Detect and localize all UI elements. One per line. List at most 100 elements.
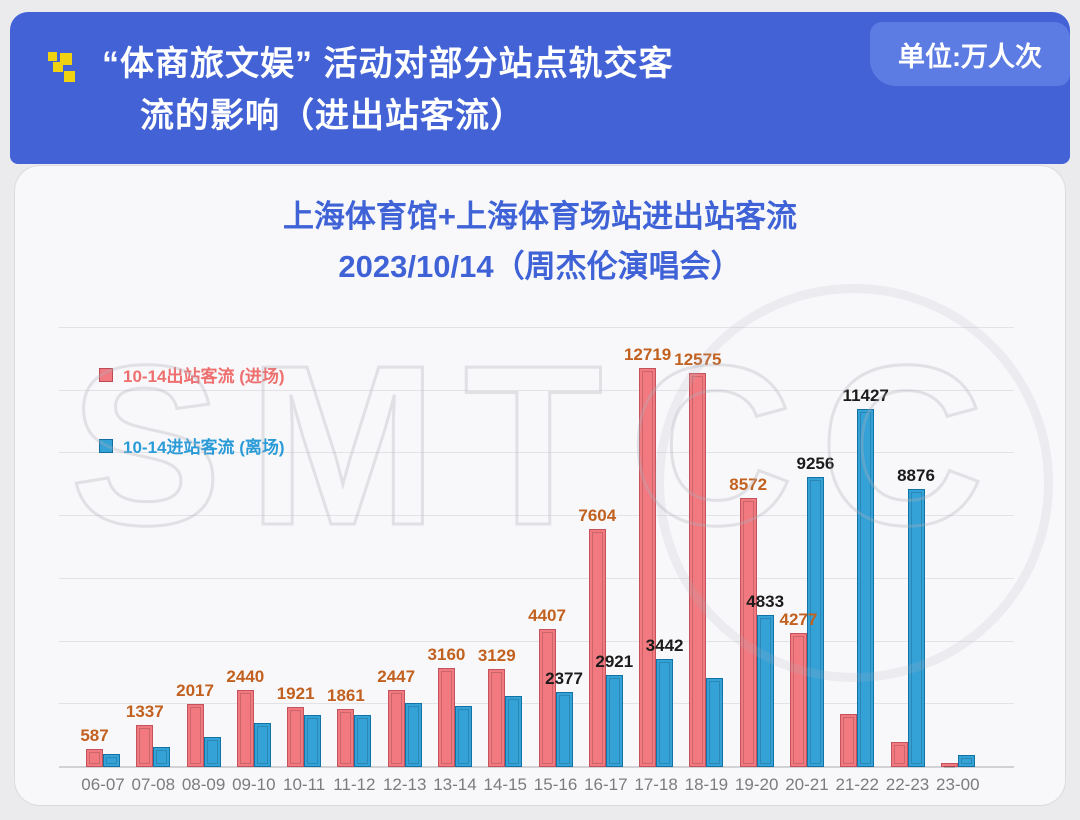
bar-value-label: 1337	[125, 702, 164, 721]
bar-value-label: 3442	[645, 636, 684, 655]
chart-title-line2: 2023/10/14（周杰伦演唱会）	[338, 249, 742, 284]
x-axis-label-19-20: 19-20	[734, 775, 779, 794]
exit-flow-bar-06-07: 587	[80, 726, 109, 767]
bar-value-label: 2017	[176, 681, 214, 700]
x-axis-line	[59, 766, 1014, 768]
bar-group-17-18: 12719 3442 17-18	[624, 328, 684, 794]
x-axis-label-12-13: 12-13	[382, 775, 427, 794]
bar-group-18-19: 12575 18-19	[674, 328, 731, 794]
x-axis-label-09-10: 09-10	[232, 775, 276, 794]
enter-flow-bar-12-13	[404, 703, 422, 767]
legend: 10-14出站客流 (进场) 10-14进站客流 (离场)	[99, 362, 285, 504]
x-axis-label-10-11: 10-11	[283, 775, 326, 794]
enter-flow-bar-08-09	[203, 737, 221, 767]
legend-item-enter-flow: 10-14进站客流 (离场)	[99, 433, 285, 458]
enter-flow-bar-10-11	[304, 715, 322, 767]
legend-label-enter: 10-14进站客流 (离场)	[123, 438, 285, 457]
x-axis-label-08-09: 08-09	[181, 775, 226, 794]
enter-flow-bar-11-12	[354, 715, 372, 767]
exit-flow-bar-19-20: 8572	[729, 475, 767, 767]
bar-group-10-11: 1921 10-11	[277, 328, 329, 794]
bar-value-label: 4277	[779, 610, 818, 629]
bar-value-label: 1921	[276, 684, 315, 703]
enter-flow-bar-19-20: 4833	[746, 592, 784, 767]
x-axis-label-21-22: 21-22	[835, 775, 879, 794]
exit-flow-bar-21-22	[840, 714, 858, 767]
plot-area: 587 06-07 1337 07-08 2017 08-09 2440 09-10 1921 1…	[45, 327, 1020, 794]
legend-label-exit: 10-14出站客流 (进场)	[123, 367, 285, 386]
enter-flow-bar-16-17: 2921	[595, 652, 633, 767]
exit-flow-bar-10-11: 1921	[277, 684, 315, 767]
exit-flow-bar-13-14: 3160	[428, 645, 465, 767]
bar-group-23-00: 23-00	[933, 328, 983, 794]
enter-flow-bar-17-18: 3442	[646, 636, 684, 767]
enter-flow-bar-18-19	[706, 678, 724, 767]
enter-flow-bar-15-16: 2377	[545, 669, 583, 767]
header-title: “体商旅文娱” 活动对部分站点轨交客 流的影响（进出站客流）	[102, 38, 673, 142]
exit-flow-bar-11-12: 1861	[327, 686, 365, 767]
exit-flow-bar-17-18: 12719	[624, 345, 671, 767]
bar-value-label: 2447	[377, 667, 416, 686]
bar-group-14-15: 3129 14-15	[478, 328, 530, 794]
bar-value-label: 8876	[897, 466, 935, 485]
enter-flow-bar-20-21: 9256	[797, 454, 834, 767]
bar-group-06-07: 587 06-07	[78, 328, 128, 794]
enter-flow-bar-06-07	[103, 754, 120, 767]
bar-group-16-17: 7604 2921 16-17	[578, 328, 633, 794]
bar-group-12-13: 2447 12-13	[377, 328, 430, 794]
bar-value-label: 12575	[674, 350, 722, 369]
exit-flow-bar-09-10: 2440	[226, 667, 264, 767]
bar-group-08-09: 2017 08-09	[176, 328, 229, 794]
enter-flow-bar-14-15	[505, 696, 523, 767]
bar-value-label: 3160	[427, 645, 466, 664]
bar-group-11-12: 1861 11-12	[327, 328, 379, 794]
gridline	[59, 577, 1014, 579]
bar-group-19-20: 8572 4833 19-20	[729, 328, 784, 794]
exit-flow-bar-20-21: 4277	[780, 610, 817, 767]
enter-flow-bar-13-14	[454, 706, 472, 767]
pixel-arrow-logo-icon	[48, 52, 75, 82]
x-axis-label-17-18: 17-18	[634, 775, 678, 794]
gridline	[59, 515, 1014, 517]
enter-flow-bar-23-00	[957, 755, 975, 767]
bar-value-label: 2440	[226, 667, 265, 686]
exit-flow-bar-07-08: 1337	[126, 702, 164, 767]
chart-card: 上海体育馆+上海体育场站进出站客流 2023/10/14（周杰伦演唱会） 10-…	[14, 165, 1066, 806]
bar-group-09-10: 2440 09-10	[226, 328, 279, 794]
bar-value-label: 12719	[623, 345, 672, 364]
x-axis-label-11-12: 11-12	[333, 775, 376, 794]
bar-value-label: 1861	[326, 686, 365, 705]
exit-flow-bar-18-19: 12575	[674, 350, 722, 767]
bar-groups: 587 06-07 1337 07-08 2017 08-09 2440 09-10 1921 1…	[78, 328, 983, 794]
bar-value-label: 7604	[578, 506, 617, 525]
x-axis-label-22-23: 22-23	[885, 775, 930, 794]
exit-flow-bar-08-09: 2017	[176, 681, 214, 767]
gridline	[59, 452, 1014, 454]
enter-flow-bar-22-23: 8876	[897, 466, 935, 767]
bar-group-07-08: 1337 07-08	[126, 328, 178, 794]
chart-title: 上海体育馆+上海体育场站进出站客流 2023/10/14（周杰伦演唱会）	[15, 192, 1065, 292]
bar-value-label: 11427	[842, 386, 889, 405]
x-axis-label-13-14: 13-14	[433, 775, 477, 794]
x-axis-label-07-08: 07-08	[131, 775, 176, 794]
bar-value-label: 2377	[545, 669, 583, 688]
exit-flow-bar-15-16: 4407	[528, 606, 566, 767]
header-title-line2: 流的影响（进出站客流）	[140, 97, 525, 135]
legend-swatch-enter-icon	[99, 438, 113, 453]
header-banner: “体商旅文娱” 活动对部分站点轨交客 流的影响（进出站客流） 单位:万人次	[10, 12, 1070, 164]
exit-flow-bar-16-17: 7604	[578, 506, 616, 767]
bar-value-label: 4833	[746, 592, 785, 611]
header-title-line1: “体商旅文娱” 活动对部分站点轨交客	[102, 45, 674, 83]
bar-group-13-14: 3160 13-14	[428, 328, 480, 794]
gridline	[59, 640, 1014, 642]
exit-flow-bar-22-23	[890, 742, 908, 767]
exit-flow-bar-12-13: 2447	[377, 667, 415, 767]
exit-flow-bar-23-00	[940, 763, 958, 768]
enter-flow-bar-21-22: 11427	[843, 386, 889, 767]
gridline	[59, 389, 1014, 391]
bar-value-label: 9256	[796, 454, 835, 473]
legend-item-exit-flow: 10-14出站客流 (进场)	[99, 362, 285, 387]
x-axis-label-06-07: 06-07	[81, 775, 125, 794]
bar-value-label: 8572	[729, 475, 768, 494]
